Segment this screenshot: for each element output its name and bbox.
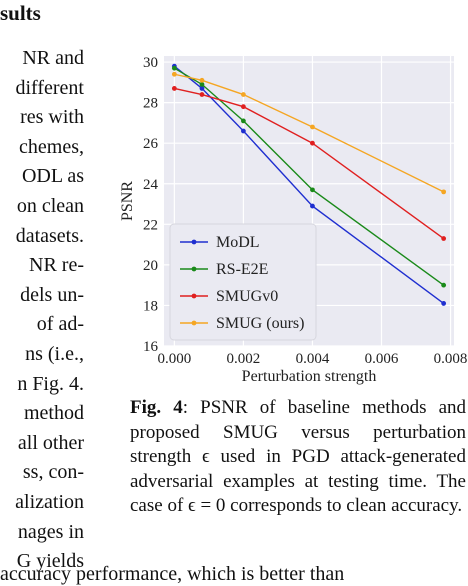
y-tick-label: 22: [143, 217, 158, 233]
text-line: G yields: [16, 550, 84, 573]
text-line: method: [24, 402, 84, 425]
data-point: [441, 189, 447, 195]
legend-swatch-marker: [191, 320, 197, 326]
bottom-text-line: accuracy performance, which is better th…: [0, 563, 345, 585]
psnr-line-chart: 0.000 0.002 0.004 0.006 0.008 16 18 20 22 24 26 28 3…: [119, 55, 468, 385]
y-tick-label: 16: [143, 339, 159, 355]
text-line: NR re-: [29, 254, 84, 277]
data-point: [241, 104, 246, 110]
text-line: chemes,: [19, 135, 84, 158]
legend-swatch-marker: [191, 293, 197, 299]
x-tick-label: 0.004: [296, 351, 330, 367]
data-point: [171, 71, 177, 77]
caption-label: Fig. 4: [130, 397, 183, 418]
text-line: ss, con-: [22, 461, 84, 484]
legend-label: MoDL: [216, 234, 260, 251]
data-point: [241, 118, 246, 124]
text-line: all other: [17, 431, 84, 454]
text-line: dels un-: [20, 283, 84, 306]
data-point: [199, 81, 205, 87]
text-line: NR and: [22, 47, 84, 69]
y-tick-label: 30: [143, 55, 158, 71]
figure-caption: Fig. 4: PSNR of baseline methods and pro…: [130, 396, 466, 519]
text-line: ODL as: [21, 165, 84, 188]
legend-label: SMUGv0: [216, 288, 278, 305]
y-tick-label: 26: [143, 136, 159, 152]
text-line: datasets.: [15, 224, 84, 247]
data-point: [241, 92, 246, 97]
y-axis-label: PSNR: [119, 181, 136, 221]
legend-box: [169, 223, 317, 341]
x-tick-label: 0.008: [434, 351, 468, 367]
y-tick-label: 20: [143, 258, 158, 274]
text-line: nages in: [17, 520, 84, 543]
text-line: different: [15, 76, 85, 99]
data-point: [441, 301, 447, 306]
y-tick-label: 24: [143, 177, 159, 193]
data-point: [310, 187, 315, 193]
text-line: n Fig. 4.: [17, 372, 84, 395]
y-tick-label: 18: [143, 298, 158, 314]
data-point: [241, 128, 246, 134]
left-column-text: NR and different res with chemes, ODL as…: [0, 44, 84, 577]
legend-swatch-marker: [191, 239, 197, 245]
legend-label: SMUG (ours): [216, 315, 304, 332]
x-axis-label: Perturbation strength: [242, 368, 377, 385]
text-line: of ad-: [36, 313, 84, 336]
section-heading: sults: [0, 1, 41, 25]
data-point: [310, 140, 315, 146]
x-tick-label: 0.002: [227, 351, 261, 367]
x-tick-label: 0.006: [365, 351, 399, 367]
data-point: [310, 124, 315, 130]
caption-text: : PSNR of baseline methods and proposed …: [130, 397, 466, 516]
legend-swatch-marker: [191, 266, 197, 272]
data-point: [441, 236, 447, 241]
data-point: [171, 86, 177, 91]
data-point: [441, 282, 447, 288]
text-line: res with: [20, 106, 84, 129]
data-point: [310, 203, 315, 209]
legend-label: RS-E2E: [216, 261, 268, 278]
data-point: [171, 65, 177, 71]
data-point: [199, 77, 205, 83]
y-tick-label: 28: [143, 96, 158, 112]
text-line: ns (i.e.,: [25, 342, 84, 365]
data-point: [199, 92, 205, 97]
text-line: alization: [15, 490, 84, 513]
x-tick-label: 0.000: [157, 351, 191, 367]
text-line: on clean: [16, 194, 84, 217]
data-point: [199, 86, 205, 91]
